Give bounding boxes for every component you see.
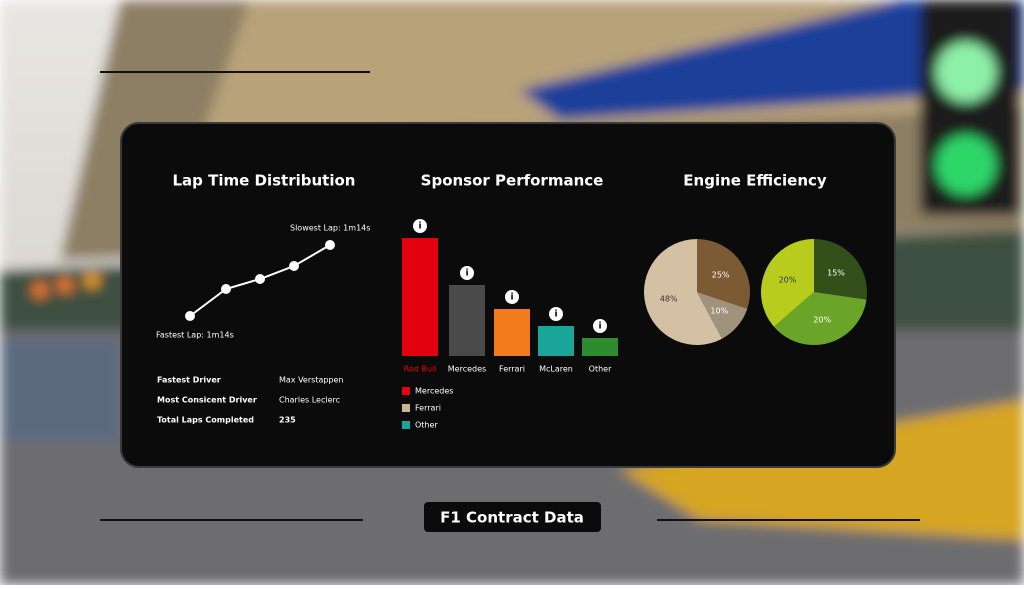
info-icon	[593, 319, 607, 333]
footer-box	[424, 502, 601, 532]
chart-title: Engine Efficiency	[683, 172, 827, 190]
legend-swatch	[402, 404, 410, 412]
stat-value: Max Verstappen	[279, 376, 344, 385]
info-icon-glyph: i	[598, 322, 601, 332]
annotation: Fastest Lap: 1m14s	[156, 331, 234, 340]
chart-title: Lap Time Distribution	[173, 172, 356, 190]
stat-value: Charles Leclerc	[279, 396, 340, 405]
info-icon-glyph: i	[418, 222, 421, 232]
stat-label: Total Laps Completed	[157, 416, 254, 425]
pie-slice	[697, 239, 750, 309]
line-point	[289, 261, 299, 271]
info-icon-glyph: i	[554, 310, 557, 320]
category-label: McLaren	[539, 365, 573, 374]
bar	[582, 338, 618, 356]
chart-title: Sponsor Performance	[421, 172, 604, 190]
line-point	[221, 284, 231, 294]
pie-label: 48%	[660, 295, 678, 304]
pie-label: 20%	[779, 275, 797, 284]
legend-label: Ferrari	[415, 404, 441, 413]
pie-slice	[814, 239, 867, 300]
bar	[402, 238, 438, 356]
info-icon-glyph: i	[465, 269, 468, 279]
pie-slice	[697, 292, 748, 339]
bar	[494, 309, 530, 356]
info-icon	[505, 290, 519, 304]
category-label: Ferrari	[499, 365, 525, 374]
legend-label: Other	[415, 421, 438, 430]
stat-label: Fastest Driver	[157, 376, 221, 385]
line-point	[255, 274, 265, 284]
category-label: Other	[589, 365, 612, 374]
line-point	[185, 311, 195, 321]
pie-label: 15%	[827, 268, 845, 277]
info-icon	[413, 219, 427, 233]
stat-value: 235	[279, 416, 296, 425]
footer-title: F1 Contract Data	[440, 509, 584, 527]
legend-label: Mercedes	[415, 387, 453, 396]
stat-label: Most Consicent Driver	[157, 396, 257, 405]
annotation: Slowest Lap: 1m14s	[290, 224, 370, 233]
pie-label: 20%	[813, 315, 831, 324]
pie-label: 25%	[712, 270, 730, 279]
bar	[449, 285, 485, 356]
pie-slice	[761, 239, 814, 327]
pie-slice	[644, 239, 723, 345]
info-icon-glyph: i	[510, 293, 513, 303]
category-label: Red Bull	[404, 365, 437, 374]
pie-slice	[773, 292, 867, 346]
bar	[538, 326, 574, 356]
legend-swatch	[402, 387, 410, 395]
legend-swatch	[402, 421, 410, 429]
line-point	[325, 240, 335, 250]
category-label: Mercedes	[448, 365, 486, 374]
info-icon	[549, 307, 563, 321]
info-icon	[460, 266, 474, 280]
pie-label: 10%	[710, 306, 728, 315]
